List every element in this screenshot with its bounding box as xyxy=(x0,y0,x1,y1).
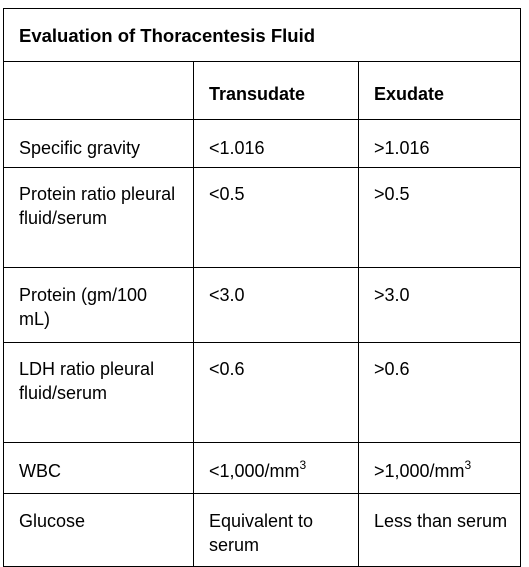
row-label: Specific gravity xyxy=(3,119,194,168)
transudate-value: <3.0 xyxy=(193,267,359,343)
exudate-value: Less than serum xyxy=(358,493,521,567)
row-label: Protein (gm/100 mL) xyxy=(3,267,194,343)
transudate-value: <1,000/mm3 xyxy=(193,442,359,494)
exudate-value: >1.016 xyxy=(358,119,521,168)
table-row: Specific gravity <1.016 >1.016 xyxy=(3,119,521,168)
exudate-value: >1,000/mm3 xyxy=(358,442,521,494)
row-label: LDH ratio pleural fluid/serum xyxy=(3,342,194,443)
table-row: Protein ratio pleural fluid/serum <0.5 >… xyxy=(3,167,521,268)
exudate-value: >3.0 xyxy=(358,267,521,343)
exudate-value: >0.5 xyxy=(358,167,521,268)
table-row: LDH ratio pleural fluid/serum <0.6 >0.6 xyxy=(3,342,521,443)
table-row: Glucose Equivalent to serum Less than se… xyxy=(3,493,521,567)
table-title-row: Evaluation of Thoracentesis Fluid xyxy=(3,8,521,62)
transudate-value: Equivalent to serum xyxy=(193,493,359,567)
exudate-text: >1,000/mm xyxy=(374,461,465,481)
row-label: Glucose xyxy=(3,493,194,567)
header-exudate: Exudate xyxy=(358,61,521,120)
table-header-row: Transudate Exudate xyxy=(3,61,521,120)
transudate-value: <0.5 xyxy=(193,167,359,268)
thoracentesis-table: Evaluation of Thoracentesis Fluid Transu… xyxy=(3,8,521,567)
header-transudate: Transudate xyxy=(193,61,359,120)
table-row: WBC <1,000/mm3 >1,000/mm3 xyxy=(3,442,521,494)
row-label: Protein ratio pleural fluid/serum xyxy=(3,167,194,268)
superscript: 3 xyxy=(299,458,307,472)
transudate-value: <1.016 xyxy=(193,119,359,168)
transudate-value: <0.6 xyxy=(193,342,359,443)
table-title: Evaluation of Thoracentesis Fluid xyxy=(3,8,521,62)
transudate-text: <1,000/mm xyxy=(209,461,300,481)
exudate-value: >0.6 xyxy=(358,342,521,443)
table-row: Protein (gm/100 mL) <3.0 >3.0 xyxy=(3,267,521,343)
header-empty xyxy=(3,61,194,120)
row-label: WBC xyxy=(3,442,194,494)
superscript: 3 xyxy=(464,458,472,472)
